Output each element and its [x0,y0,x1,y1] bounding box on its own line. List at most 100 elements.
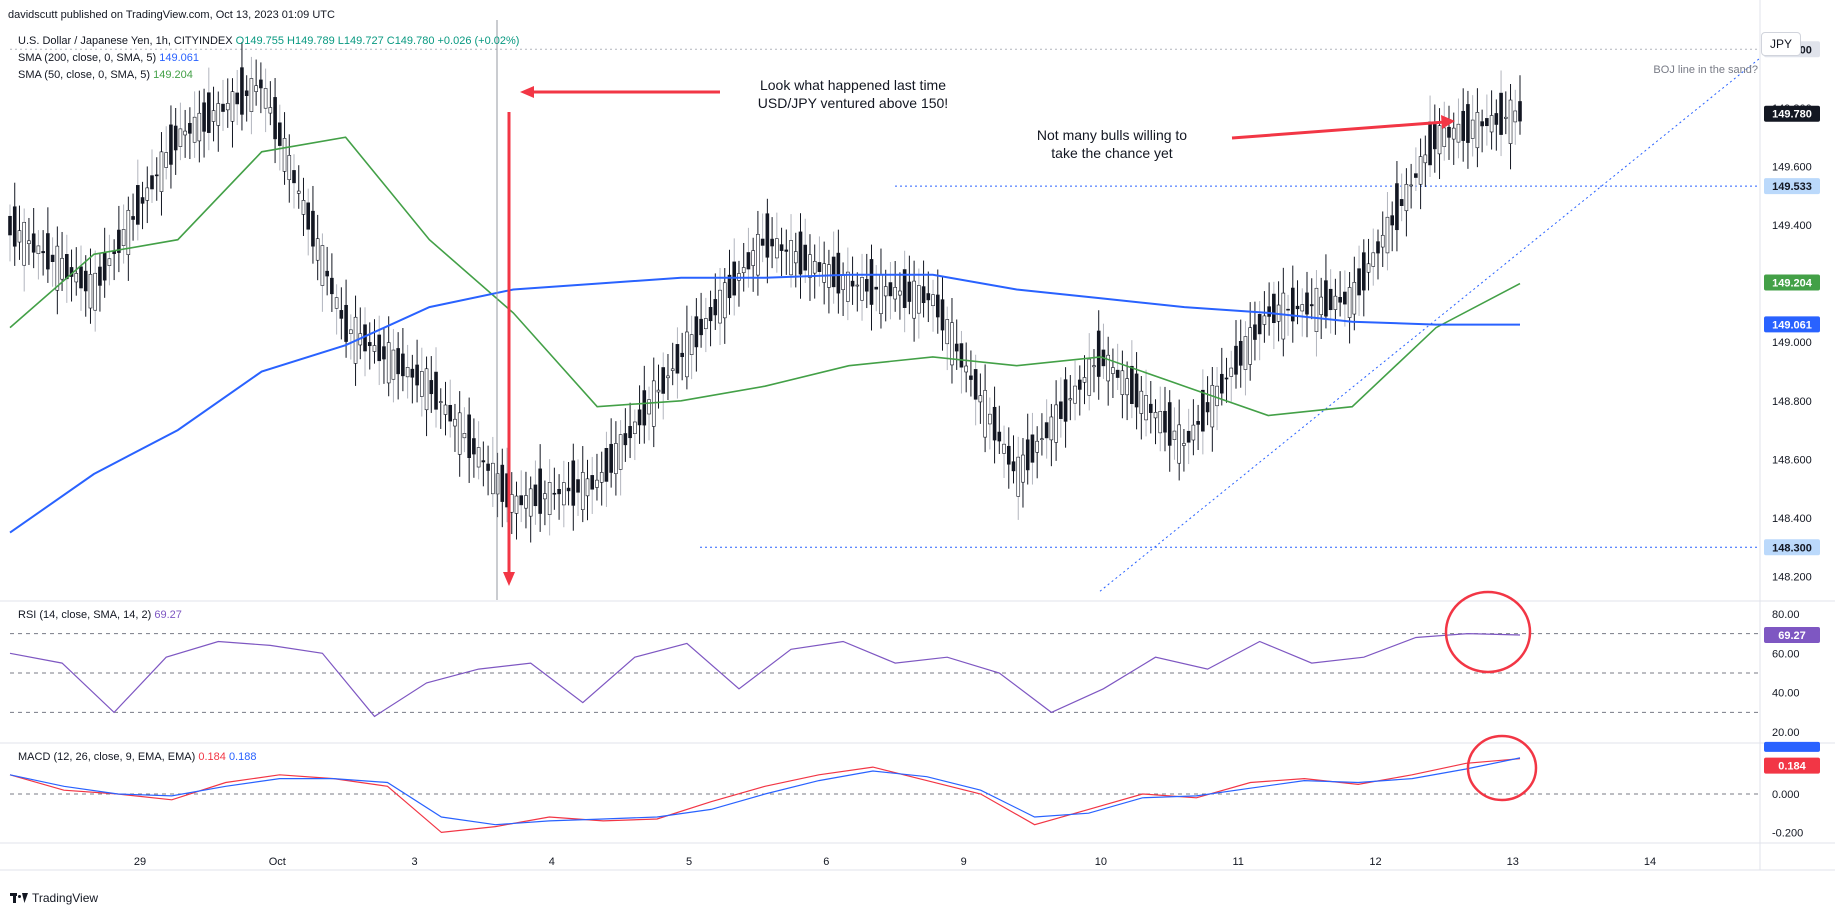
candle-body [883,286,888,297]
candle-body [259,79,263,89]
candle-body [1035,440,1039,453]
candle-body [263,88,268,109]
candle-body [1432,124,1437,150]
candle-body [954,343,959,352]
price-tag [1764,539,1820,556]
candle-body [571,460,576,506]
tradingview-brand[interactable]: TradingView [10,891,98,905]
candle-body [1499,92,1503,135]
sma200-line [9,273,1520,534]
arrow-right-head [1441,115,1455,129]
candle-body [779,244,784,251]
candle-body [1309,304,1314,307]
candle-body [793,251,798,264]
candle-body [495,473,500,495]
candle-body [467,414,471,458]
candle-body [1011,461,1016,472]
candle-body [637,409,642,426]
candle-body [74,273,79,283]
candle-body [339,310,344,319]
candle-body [855,284,860,287]
candle-body [1068,398,1073,401]
candle-body [879,274,883,314]
candle-body [1224,377,1229,380]
price-tick-label: 148.400 [1772,513,1812,525]
candle-body [1077,379,1082,390]
candle-body [1395,183,1399,231]
candle-body [315,238,320,261]
candle-body [846,271,850,302]
candle-body [420,371,424,397]
candle-body [1385,216,1390,254]
candle-body [1201,389,1205,432]
candle-body [22,221,27,266]
candle-body [1167,402,1172,446]
candle-body [1390,215,1394,226]
candle-body [860,277,864,301]
candle-body [590,475,595,490]
candle-body [401,353,405,377]
candle-body [992,406,997,441]
arrow-down-head [503,572,515,586]
price-tag-label: 149.061 [1772,319,1812,331]
candle-body [1130,365,1134,404]
candle-body [301,200,306,215]
candle-body [557,489,561,495]
candle-body [1002,443,1006,454]
candle-body [1418,156,1423,185]
candle-body [893,287,897,300]
time-tick-label: 14 [1644,856,1656,868]
candle-body [273,97,277,140]
candle-body [1319,296,1323,316]
candle-body [1248,327,1252,365]
candle-body [614,443,618,475]
candle-body [476,447,481,468]
candle-body [296,190,301,194]
candle-body [1513,110,1518,123]
candle-body [330,277,334,295]
candle-body [396,348,400,375]
candle-body [1144,395,1148,421]
sma200-value: 149.061 [159,52,199,64]
candle-body [1177,424,1181,464]
candle-body [585,478,590,497]
candle-body [1371,252,1376,267]
annotation-text: Look what happened last time [760,77,946,93]
candle-body [760,238,765,246]
rsi-value: 69.27 [154,609,182,621]
candle-body [1281,292,1286,340]
candle-body [656,389,661,393]
price-tick-label: 149.600 [1772,161,1812,173]
candle-body [1257,313,1262,335]
price-tag-label: 149.204 [1772,277,1813,289]
candle-body [55,245,60,291]
candle-body [192,116,197,143]
candle-body [580,472,585,510]
candle-body [434,371,438,410]
candle-body [429,380,434,395]
candle-body [533,484,538,507]
candle-body [481,460,486,463]
candle-body [159,151,164,192]
candle-body [538,468,542,514]
candle-body [178,128,183,147]
candle-body [1399,199,1404,206]
candle-body [836,252,841,294]
candle-body [457,412,462,455]
candle-body [1016,456,1021,497]
candle-body [1485,118,1489,127]
currency-button[interactable]: JPY [1761,32,1801,56]
candle-body [27,240,31,244]
candle-body [959,343,964,368]
candle-body [1106,354,1110,382]
candle-body [926,293,931,301]
annotation-text: USD/JPY ventured above 150! [758,95,948,111]
candle-body [1115,369,1120,378]
price-tag [1764,105,1820,122]
time-tick-label: 9 [961,856,967,868]
candle-body [931,294,935,307]
candle-body [869,259,874,305]
candle-body [1428,121,1432,166]
time-tick-label: 11 [1232,856,1243,868]
